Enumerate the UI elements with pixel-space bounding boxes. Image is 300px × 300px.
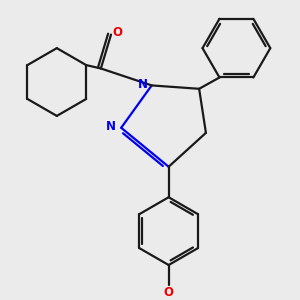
- Text: N: N: [137, 78, 147, 91]
- Text: O: O: [164, 286, 174, 299]
- Text: N: N: [106, 120, 116, 134]
- Text: O: O: [113, 26, 123, 39]
